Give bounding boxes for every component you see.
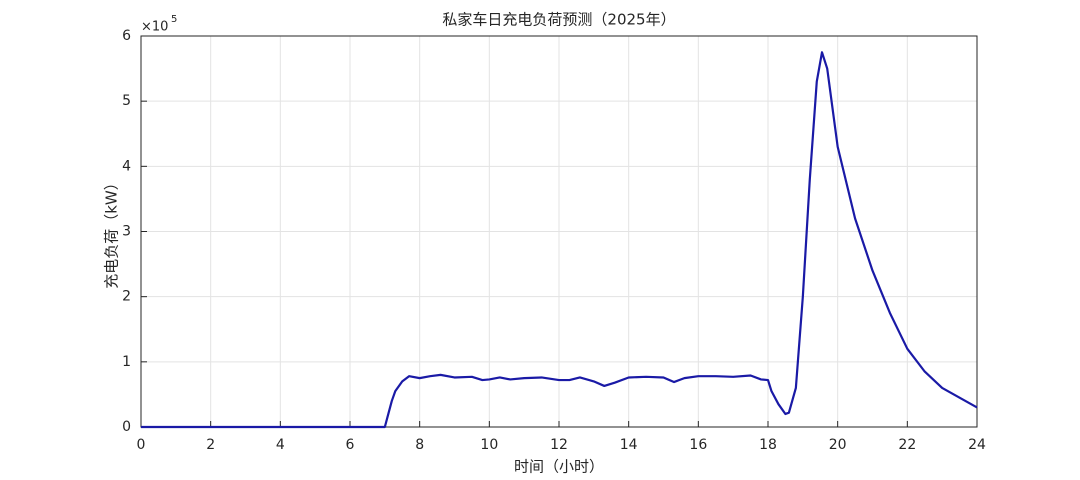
- y-tick-label: 1: [122, 354, 131, 370]
- x-tick-label: 16: [689, 437, 707, 453]
- y-tick-label: 2: [122, 289, 131, 305]
- chart-title: 私家车日充电负荷预测（2025年）: [442, 11, 675, 29]
- y-axis-label: 充电负荷（kW）: [103, 175, 121, 289]
- y-multiplier: ×10: [141, 20, 168, 35]
- x-tick-label: 0: [137, 437, 146, 453]
- x-tick-label: 8: [415, 437, 424, 453]
- x-tick-label: 4: [276, 437, 285, 453]
- y-tick-label: 0: [122, 419, 131, 435]
- x-axis-label: 时间（小时）: [514, 458, 604, 476]
- x-tick-label: 12: [550, 437, 568, 453]
- x-tick-label: 20: [829, 437, 847, 453]
- x-tick-label: 10: [480, 437, 498, 453]
- x-tick-label: 6: [346, 437, 355, 453]
- axes-box: [140, 35, 978, 428]
- x-tick-label: 14: [620, 437, 638, 453]
- y-tick-label: 5: [122, 93, 131, 109]
- y-tick-label: 6: [122, 28, 131, 44]
- x-tick-label: 22: [898, 437, 916, 453]
- line-series: [141, 51, 978, 429]
- y-tick-label: 4: [122, 158, 131, 174]
- x-tick-label: 24: [968, 437, 986, 453]
- x-tick-label: 18: [759, 437, 777, 453]
- y-exponent: 5: [171, 14, 177, 25]
- x-tick-label: 2: [206, 437, 215, 453]
- y-tick-label: 3: [122, 224, 131, 240]
